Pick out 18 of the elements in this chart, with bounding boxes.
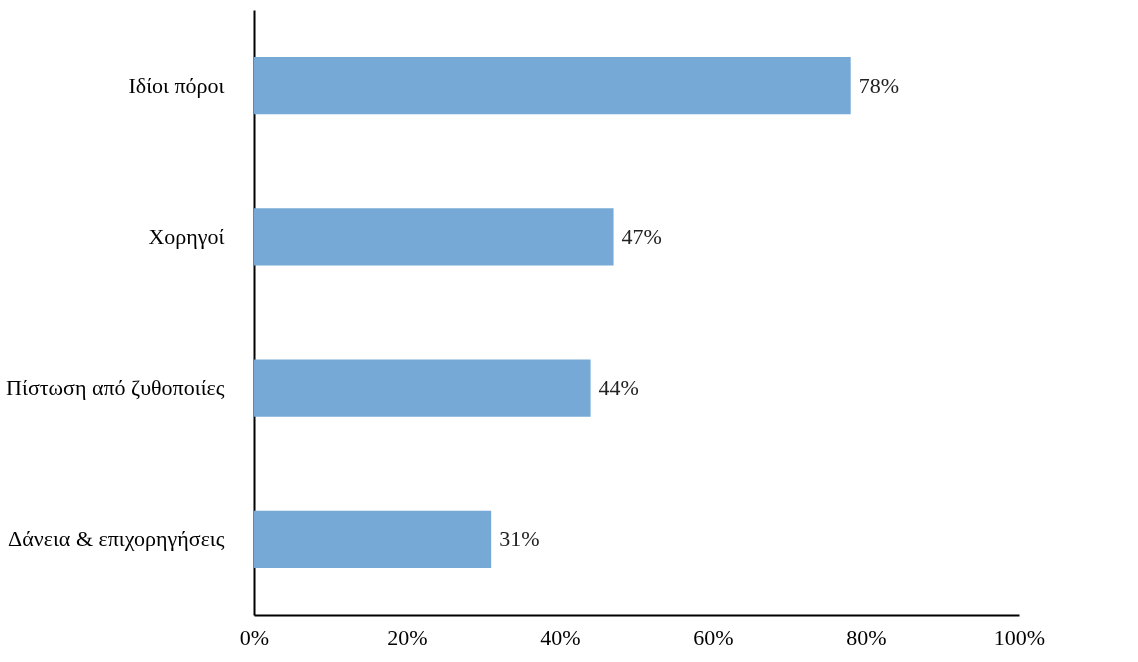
bar	[254, 510, 492, 569]
x-tick-label: 40%	[540, 624, 581, 650]
y-tick-label: Δάνεια & επιχορηγήσεις	[8, 526, 225, 552]
data-label: 31%	[499, 526, 540, 552]
data-label: 44%	[598, 375, 639, 401]
x-tick-label: 20%	[387, 624, 428, 650]
bar	[254, 56, 851, 115]
data-label: 47%	[621, 223, 662, 249]
bar	[254, 359, 591, 417]
x-tick-label: 0%	[239, 624, 270, 650]
y-tick-label: Πίστωση από ζυθοποιίες	[6, 375, 225, 401]
y-tick-label: Χορηγοί	[148, 223, 225, 249]
data-label: 78%	[858, 72, 900, 98]
x-tick-label: 80%	[846, 624, 887, 650]
y-tick-label: Ιδίοι πόροι	[128, 72, 225, 98]
bar	[254, 208, 614, 266]
x-tick-label: 60%	[693, 624, 734, 650]
x-tick-label: 100%	[993, 624, 1046, 650]
